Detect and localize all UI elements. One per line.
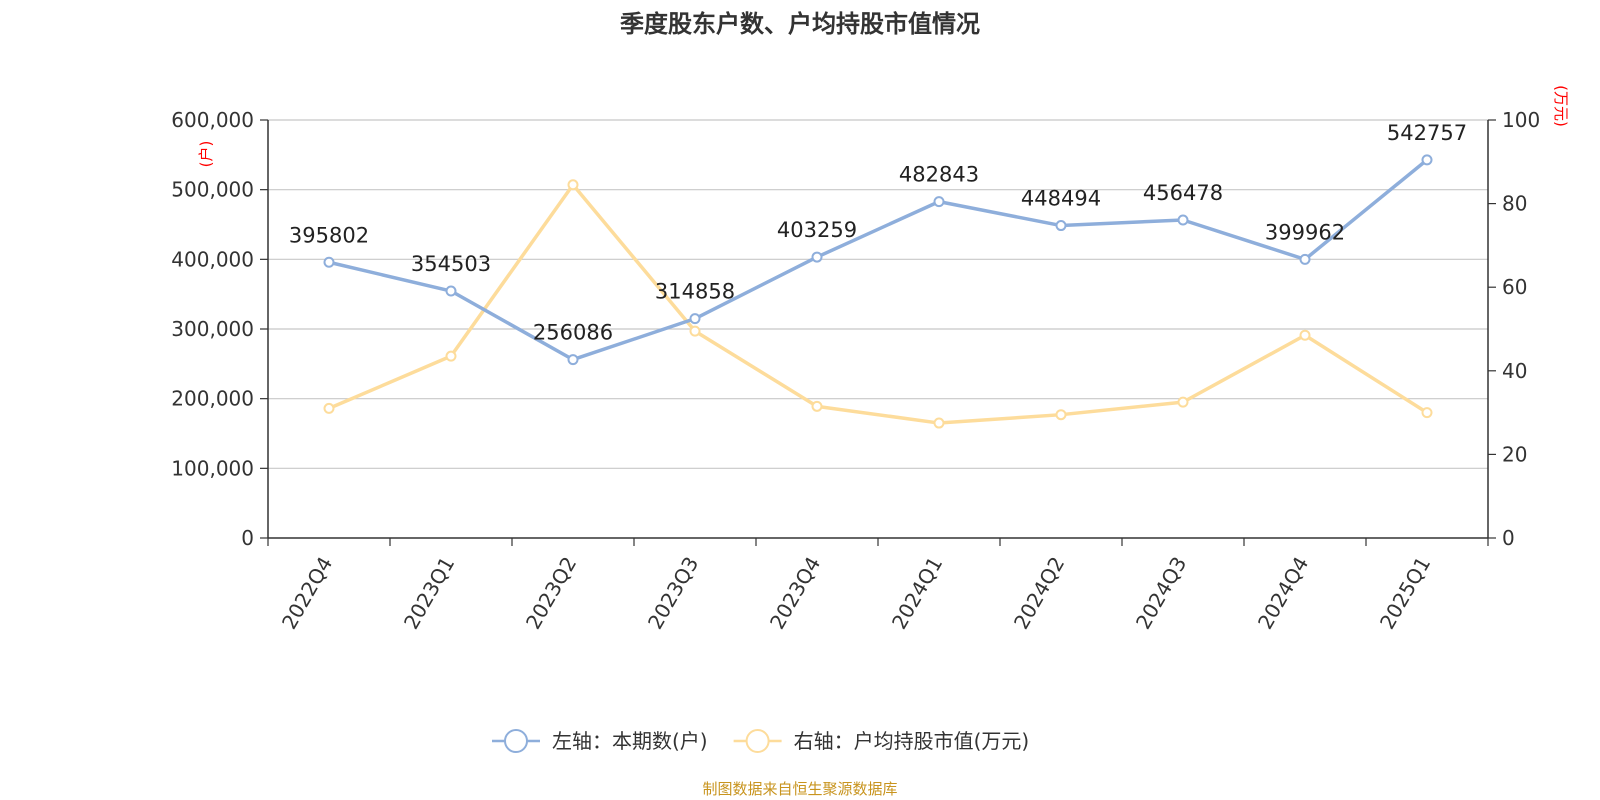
right-tick-label: 40	[1502, 359, 1527, 383]
data-point	[1421, 154, 1433, 166]
left-tick-label: 0	[241, 526, 254, 550]
data-label: 354503	[411, 252, 491, 276]
right-tick-label: 20	[1502, 442, 1527, 466]
series-line	[328, 158, 1429, 362]
data-label: 399962	[1265, 220, 1345, 244]
data-point	[323, 256, 335, 268]
series-left: 395802 354503 256086 314858 403259 482843 4484…	[289, 121, 1467, 366]
right-axis-ticks: 0 20 40 60 80 100	[1488, 108, 1540, 550]
data-label: 395802	[289, 223, 369, 247]
chart-title: 季度股东户数、户均持股市值情况	[620, 10, 980, 38]
data-label: 456478	[1143, 181, 1223, 205]
data-point	[445, 285, 457, 297]
left-tick-label: 300,000	[171, 317, 254, 341]
x-tick-label: 2024Q2	[1009, 553, 1069, 634]
x-tick-label: 2023Q3	[643, 553, 703, 634]
legend-label: 右轴：户均持股市值(万元)	[794, 729, 1030, 753]
data-label: 482843	[899, 163, 979, 187]
data-point	[1055, 409, 1067, 421]
x-tick-label: 2025Q1	[1375, 553, 1435, 634]
x-tick-label: 2024Q4	[1253, 553, 1313, 634]
data-label: 542757	[1387, 121, 1467, 145]
x-tick-label: 2023Q1	[399, 553, 459, 634]
data-point	[1421, 407, 1433, 419]
x-axis-ticks: 2022Q4 2023Q1 2023Q2 2023Q3 2023Q4 2024Q1 2024…	[267, 538, 1489, 634]
data-label: 314858	[655, 280, 735, 304]
data-point	[1299, 329, 1311, 341]
x-tick-label: 2024Q3	[1131, 553, 1191, 634]
left-tick-label: 600,000	[171, 108, 254, 132]
legend-item-right[interactable]: 右轴：户均持股市值(万元)	[733, 729, 1030, 753]
data-point	[811, 251, 823, 263]
data-point	[811, 400, 823, 412]
data-point	[1177, 396, 1189, 408]
x-tick-label: 2023Q2	[521, 553, 581, 634]
left-tick-label: 100,000	[171, 456, 254, 480]
legend-marker	[504, 729, 528, 753]
left-axis-unit: (户)	[197, 141, 215, 168]
series-layer: 395802 354503 256086 314858 403259 482843 4484…	[289, 121, 1467, 429]
series-line	[328, 183, 1428, 425]
legend-item-left[interactable]: 左轴：本期数(户)	[492, 729, 708, 753]
data-point	[567, 354, 579, 366]
left-axis-ticks: 0 100,000 200,000 300,000 400,000 500,000 600,…	[171, 108, 268, 550]
left-tick-label: 200,000	[171, 387, 254, 411]
data-point	[1055, 220, 1067, 232]
data-point	[323, 402, 335, 414]
data-point	[567, 179, 579, 191]
data-label: 256086	[533, 321, 613, 345]
data-point	[1177, 214, 1189, 226]
series-right	[323, 179, 1433, 429]
data-label: 403259	[777, 218, 857, 242]
data-point	[1299, 253, 1311, 265]
data-point	[933, 196, 945, 208]
data-point	[689, 325, 701, 337]
legend-label: 左轴：本期数(户)	[552, 729, 708, 753]
legend-marker	[745, 729, 770, 753]
data-point	[445, 350, 457, 362]
x-tick-label: 2023Q4	[765, 553, 825, 634]
data-label: 448494	[1021, 187, 1101, 211]
right-tick-label: 100	[1502, 108, 1540, 132]
left-tick-label: 500,000	[171, 178, 254, 202]
legend: 左轴：本期数(户) 右轴：户均持股市值(万元)	[492, 729, 1029, 753]
source-note: 制图数据来自恒生聚源数据库	[702, 780, 897, 798]
right-axis-unit: (万元)	[1552, 85, 1570, 127]
data-point	[689, 313, 701, 325]
right-tick-label: 60	[1502, 275, 1527, 299]
right-tick-label: 80	[1502, 192, 1527, 216]
x-tick-label: 2024Q1	[887, 553, 947, 634]
left-tick-label: 400,000	[171, 247, 254, 271]
x-tick-label: 2022Q4	[277, 553, 337, 634]
data-point	[933, 417, 945, 429]
right-tick-label: 0	[1502, 526, 1515, 550]
